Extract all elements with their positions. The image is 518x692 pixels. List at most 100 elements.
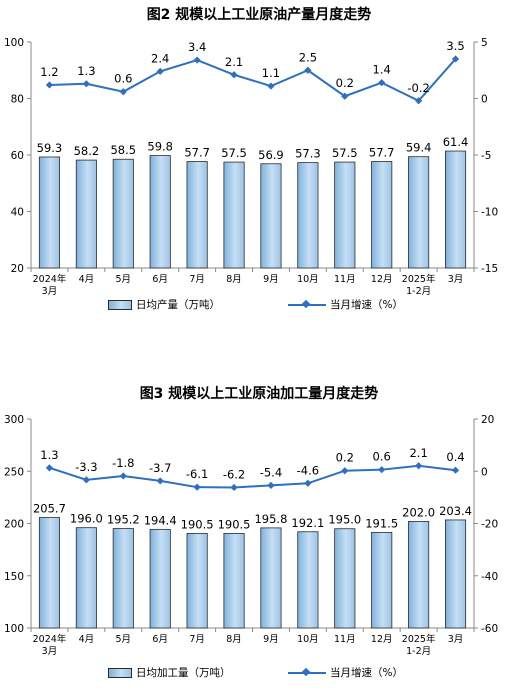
bar-value-label: 57.5 bbox=[332, 146, 358, 160]
growth-rate-point bbox=[378, 466, 386, 474]
legend-item-line: 当月增速（%） bbox=[288, 297, 403, 312]
x-axis-tick-label: 12月 bbox=[371, 274, 393, 285]
bar bbox=[186, 533, 208, 629]
bar bbox=[38, 517, 61, 629]
left-axis-tick-label: 60 bbox=[11, 150, 24, 162]
growth-rate-label: 0.6 bbox=[114, 72, 132, 86]
x-axis-tick-label: 3月 bbox=[42, 646, 58, 657]
legend-bar-swatch bbox=[108, 667, 132, 678]
bar bbox=[260, 163, 282, 269]
growth-rate-label: 1.4 bbox=[373, 63, 391, 77]
bar bbox=[260, 527, 282, 629]
x-axis-tick-label: 3月 bbox=[42, 286, 58, 297]
x-axis-tick-label: 2024年 bbox=[33, 633, 67, 645]
x-axis-tick-label: 7月 bbox=[189, 634, 205, 645]
growth-rate-label: 2.1 bbox=[225, 55, 243, 69]
legend-bar-label: 日均产量（万吨） bbox=[136, 299, 220, 311]
growth-rate-point bbox=[267, 481, 275, 489]
bar-value-label: 59.3 bbox=[37, 141, 63, 155]
growth-rate-point bbox=[119, 472, 127, 480]
growth-rate-label: 2.1 bbox=[409, 446, 427, 460]
x-axis-tick-label: 10月 bbox=[297, 634, 319, 645]
x-axis-tick-label: 12月 bbox=[371, 634, 393, 645]
growth-rate-label: 1.3 bbox=[77, 64, 95, 78]
growth-rate-point bbox=[341, 467, 349, 475]
bar-value-label: 205.7 bbox=[33, 502, 66, 516]
bar-value-label: 195.8 bbox=[254, 512, 287, 526]
bar-value-label: 194.4 bbox=[144, 513, 177, 527]
legend-crude-oil-processing: 日均加工量（万吨） 当月增速（%） bbox=[0, 665, 518, 681]
bar-value-label: 56.9 bbox=[258, 148, 284, 162]
bar-value-label: 196.0 bbox=[70, 512, 103, 526]
chart-title-crude-oil-processing: 图3 规模以上工业原油加工量月度走势 bbox=[139, 386, 379, 402]
growth-rate-line bbox=[49, 464, 456, 489]
bar bbox=[444, 519, 467, 629]
bar-value-label: 190.5 bbox=[218, 517, 251, 531]
right-axis-tick-label: -60 bbox=[481, 623, 498, 635]
bar bbox=[149, 155, 171, 269]
x-axis-tick-label: 1-2月 bbox=[406, 286, 431, 297]
growth-rate-label: 1.2 bbox=[40, 65, 58, 79]
growth-rate-label: -4.6 bbox=[297, 463, 319, 477]
growth-rate-point bbox=[230, 483, 238, 492]
bar-value-label: 57.7 bbox=[369, 145, 395, 159]
left-axis-tick-label: 150 bbox=[4, 571, 24, 583]
bar-value-label: 58.5 bbox=[110, 143, 136, 157]
x-axis-tick-label: 4月 bbox=[79, 634, 95, 645]
legend-item-line: 当月增速（%） bbox=[288, 665, 403, 680]
growth-rate-point bbox=[451, 55, 460, 63]
growth-rate-label: -1.8 bbox=[112, 456, 134, 470]
bar-value-label: 202.0 bbox=[402, 505, 435, 519]
x-axis-tick-label: 5月 bbox=[116, 274, 132, 285]
growth-rate-point bbox=[193, 56, 201, 64]
legend-bar-swatch bbox=[108, 299, 132, 310]
growth-rate-point bbox=[415, 462, 423, 470]
legend-item-bar: 日均产量（万吨） bbox=[108, 297, 220, 312]
growth-rate-label: 0.2 bbox=[336, 76, 354, 90]
bar-value-label: 191.5 bbox=[365, 516, 398, 530]
bar bbox=[112, 158, 134, 269]
bar bbox=[371, 161, 393, 269]
bar-value-label: 59.4 bbox=[406, 141, 432, 155]
bar bbox=[408, 156, 430, 269]
growth-rate-point bbox=[156, 477, 164, 485]
growth-rate-label: -0.2 bbox=[407, 81, 429, 95]
bar bbox=[223, 161, 245, 269]
x-axis-tick-label: 2024年 bbox=[33, 273, 67, 285]
x-axis-tick-label: 11月 bbox=[334, 634, 356, 645]
bar bbox=[186, 161, 208, 269]
growth-rate-point bbox=[267, 82, 275, 90]
right-axis-tick-label: -20 bbox=[481, 519, 498, 531]
right-axis-tick-label: 0 bbox=[481, 94, 488, 106]
bar bbox=[75, 527, 97, 629]
growth-rate-label: -5.4 bbox=[260, 465, 282, 479]
left-axis-tick-label: 40 bbox=[11, 207, 24, 219]
growth-rate-point bbox=[451, 466, 460, 474]
x-axis-tick-label: 4月 bbox=[79, 274, 95, 285]
legend-line-swatch bbox=[288, 299, 326, 310]
growth-rate-point bbox=[156, 67, 164, 75]
x-axis-tick-label: 6月 bbox=[152, 274, 168, 285]
left-axis-tick-label: 250 bbox=[4, 466, 24, 478]
bar bbox=[297, 531, 319, 629]
right-axis-tick-label: -5 bbox=[481, 150, 491, 162]
growth-rate-point bbox=[82, 476, 90, 484]
growth-rate-point bbox=[82, 80, 90, 88]
growth-rate-label: 2.5 bbox=[299, 50, 317, 64]
left-axis-tick-label: 100 bbox=[4, 37, 24, 49]
x-axis-tick-label: 10月 bbox=[297, 274, 319, 285]
bar-value-label: 58.2 bbox=[74, 144, 100, 158]
bar-value-label: 59.8 bbox=[147, 140, 173, 154]
growth-rate-point bbox=[119, 88, 127, 96]
x-axis-tick-label: 1-2月 bbox=[406, 646, 431, 657]
growth-rate-point bbox=[193, 483, 201, 491]
x-axis-tick-label: 2025年 bbox=[402, 273, 436, 285]
bar-value-label: 57.3 bbox=[295, 147, 321, 161]
legend-bar-label: 日均加工量（万吨） bbox=[136, 667, 231, 679]
legend-line-swatch bbox=[288, 667, 326, 678]
growth-rate-label: -3.7 bbox=[149, 461, 171, 475]
right-axis-tick-label: 0 bbox=[481, 466, 488, 478]
x-axis-tick-label: 8月 bbox=[226, 274, 242, 285]
